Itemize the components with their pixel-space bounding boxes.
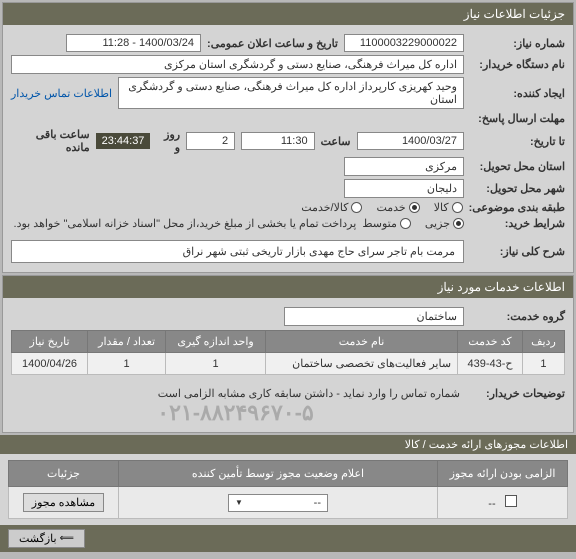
purchase-note: پرداخت تمام یا بخشی از مبلغ خرید،از محل … <box>14 217 357 230</box>
col-row: ردیف <box>522 331 564 353</box>
group-value: ساختمان <box>284 307 464 326</box>
time-label-1: ساعت <box>321 135 351 148</box>
view-auth-button[interactable]: مشاهده مجوز <box>23 493 104 512</box>
chevron-down-icon: ▼ <box>235 498 243 507</box>
radio-icon <box>351 202 362 213</box>
radio-service[interactable]: خدمت <box>376 201 419 214</box>
col-code: کد خدمت <box>458 331 523 353</box>
purchase-radio-group: جزیی متوسط <box>362 217 464 230</box>
table-row: 1 ح-43-439 سایر فعالیت‌های تخصصی ساختمان… <box>12 353 565 375</box>
deadline-date: 1400/03/27 <box>357 132 464 150</box>
radio-partial[interactable]: جزیی <box>425 217 464 230</box>
buyer-org-value: اداره کل میراث فرهنگی، صنایع دستی و گردش… <box>11 55 464 74</box>
creator-label: ایجاد کننده: <box>470 87 565 100</box>
service-info-header: اطلاعات خدمات مورد نیاز <box>3 276 573 298</box>
group-label: گروه خدمت: <box>470 310 565 323</box>
auth-table: الزامی بودن ارائه مجوز اعلام وضعیت مجوز … <box>8 460 568 519</box>
auth-col-mandatory: الزامی بودن ارائه مجوز <box>438 461 568 487</box>
radio-medium[interactable]: متوسط <box>362 217 411 230</box>
countdown-value: 23:44:37 <box>96 133 151 149</box>
to-date-label: تا تاریخ: <box>470 135 565 148</box>
radio-icon <box>452 202 463 213</box>
creator-value: وحید کهریزی کارپرداز اداره کل میراث فرهن… <box>118 77 464 109</box>
deadline-time: 11:30 <box>241 132 314 150</box>
radio-goods[interactable]: کالا <box>434 201 463 214</box>
description-label: شرح کلی نیاز: <box>470 245 565 258</box>
service-table: ردیف کد خدمت نام خدمت واحد اندازه گیری ت… <box>11 330 565 375</box>
mandatory-text: -- <box>488 498 495 510</box>
budget-radio-group: کالا خدمت کالا/خدمت <box>301 201 462 214</box>
phone-watermark: ۰۲۱-۸۸۲۴۹۶۷۰-۵ <box>11 400 460 426</box>
buyer-notes-text: شماره تماس را وارد نماید - داشتن سابقه ک… <box>11 387 460 400</box>
delivery-province-value: مرکزی <box>344 157 464 176</box>
purchase-type-label: شرایط خرید: <box>470 217 565 230</box>
auth-col-status: اعلام وضعیت مجوز توسط تأمین کننده <box>119 461 438 487</box>
service-info-panel: اطلاعات خدمات مورد نیاز گروه خدمت: ساختم… <box>2 275 574 433</box>
announce-label: تاریخ و ساعت اعلان عمومی: <box>207 37 338 50</box>
delivery-city-value: دلیجان <box>344 179 464 198</box>
footer: ⟸ بازگشت <box>0 525 576 552</box>
delivery-city-label: شهر محل تحویل: <box>470 182 565 195</box>
auth-row: -- -- ▼ مشاهده مجوز <box>9 487 568 519</box>
days-value: 2 <box>186 132 235 150</box>
delivery-province-label: استان محل تحویل: <box>470 160 565 173</box>
radio-goods-service[interactable]: کالا/خدمت <box>301 201 362 214</box>
need-number-label: شماره نیاز: <box>470 37 565 50</box>
deadline-label: مهلت ارسال پاسخ: <box>470 112 565 125</box>
back-button[interactable]: ⟸ بازگشت <box>8 529 85 548</box>
announce-value: 1400/03/24 - 11:28 <box>66 34 201 52</box>
buyer-org-label: نام دستگاه خریدار: <box>470 58 565 71</box>
col-name: نام خدمت <box>265 331 457 353</box>
need-details-header: جزئیات اطلاعات نیاز <box>3 3 573 25</box>
col-qty: تعداد / مقدار <box>88 331 166 353</box>
buyer-notes-label: توضیحات خریدار: <box>470 387 565 400</box>
radio-icon-checked <box>409 202 420 213</box>
budget-label: طبقه بندی موضوعی: <box>469 201 565 214</box>
col-unit: واحد اندازه گیری <box>166 331 266 353</box>
remaining-label: ساعت باقی مانده <box>11 128 90 154</box>
radio-icon-checked <box>453 218 464 229</box>
need-number-value: 1100003229000022 <box>344 34 464 52</box>
contact-link[interactable]: اطلاعات تماس خریدار <box>11 87 112 100</box>
auth-section-header: اطلاعات مجوزهای ارائه خدمت / کالا <box>0 435 576 454</box>
description-value: مرمت بام تاجر سرای حاج مهدی بازار تاریخی… <box>11 240 464 263</box>
arrow-icon: ⟸ <box>60 533 74 544</box>
col-date: تاریخ نیاز <box>12 331 88 353</box>
auth-col-details: جزئیات <box>9 461 119 487</box>
need-details-panel: جزئیات اطلاعات نیاز شماره نیاز: 11000032… <box>2 2 574 273</box>
mandatory-checkbox[interactable] <box>505 495 517 507</box>
days-label: روز و <box>156 128 180 154</box>
radio-icon <box>400 218 411 229</box>
status-dropdown[interactable]: -- ▼ <box>228 494 328 512</box>
